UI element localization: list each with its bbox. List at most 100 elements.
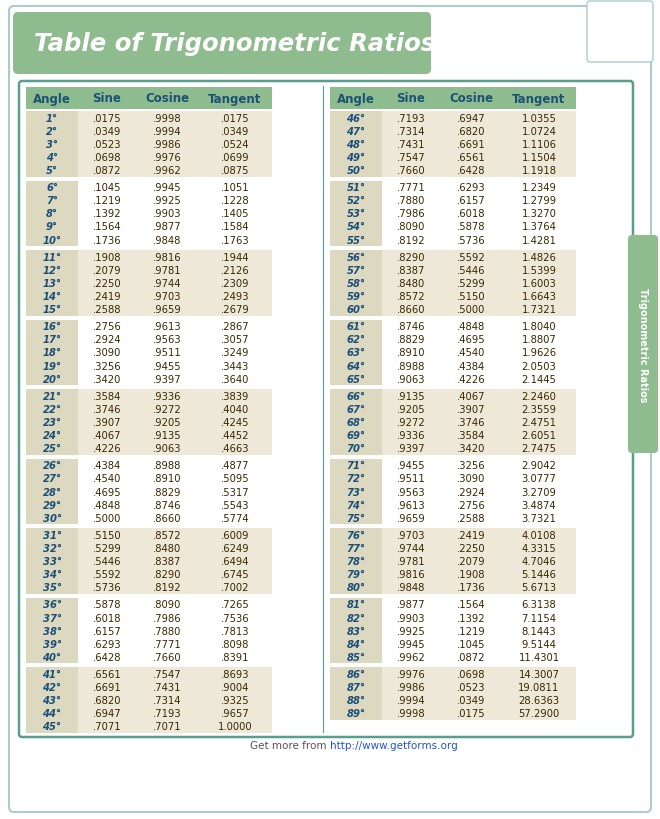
Text: .7071: .7071: [152, 722, 182, 731]
Text: .6293: .6293: [92, 639, 121, 649]
Text: 14.3007: 14.3007: [519, 669, 560, 679]
Text: .7771: .7771: [152, 639, 182, 649]
Bar: [330, 251, 576, 264]
Text: .2250: .2250: [92, 278, 121, 288]
Bar: [26, 720, 78, 733]
Text: .7986: .7986: [397, 209, 425, 219]
Text: .8192: .8192: [152, 582, 182, 593]
Text: .2309: .2309: [220, 278, 249, 288]
Bar: [26, 473, 78, 486]
Text: .9272: .9272: [397, 418, 426, 428]
Text: .7314: .7314: [152, 695, 182, 705]
Bar: [330, 568, 382, 581]
Text: .6293: .6293: [457, 183, 485, 193]
Text: .9877: .9877: [397, 600, 425, 609]
Text: .9703: .9703: [152, 292, 182, 301]
Bar: [330, 542, 576, 555]
Bar: [330, 667, 382, 681]
Text: 18°: 18°: [42, 348, 61, 358]
Text: .5299: .5299: [457, 278, 485, 288]
Text: .4540: .4540: [457, 348, 485, 358]
Text: .9455: .9455: [152, 361, 182, 371]
Text: Sine: Sine: [397, 93, 426, 106]
Text: 20°: 20°: [42, 374, 61, 384]
Bar: [330, 277, 382, 290]
Text: .7660: .7660: [397, 165, 425, 176]
Bar: [26, 403, 272, 416]
Text: .9336: .9336: [152, 391, 182, 401]
Text: .0349: .0349: [457, 695, 485, 705]
Text: .2250: .2250: [457, 543, 485, 554]
Text: 73°: 73°: [346, 487, 366, 497]
Text: .9903: .9903: [152, 209, 182, 219]
Text: .8829: .8829: [152, 487, 182, 497]
Text: .5000: .5000: [457, 305, 485, 314]
Text: .1045: .1045: [93, 183, 121, 193]
Text: .2756: .2756: [92, 322, 121, 332]
Text: .3420: .3420: [457, 444, 485, 454]
Text: .8290: .8290: [152, 569, 182, 580]
Bar: [330, 429, 382, 442]
Text: .7986: .7986: [152, 613, 182, 622]
Text: .2079: .2079: [457, 556, 485, 567]
Text: .5878: .5878: [457, 222, 485, 232]
Bar: [330, 499, 382, 512]
Bar: [330, 264, 576, 277]
Text: .4848: .4848: [457, 322, 485, 332]
Text: .4663: .4663: [220, 444, 249, 454]
Bar: [26, 181, 272, 194]
Text: 1.7321: 1.7321: [521, 305, 556, 314]
Text: .9272: .9272: [152, 405, 182, 414]
Bar: [330, 512, 382, 525]
Text: .1944: .1944: [220, 252, 249, 262]
Text: Tangent: Tangent: [512, 93, 566, 106]
Bar: [26, 320, 78, 333]
Bar: [330, 138, 382, 152]
Bar: [26, 459, 78, 473]
Bar: [26, 220, 78, 233]
Text: 76°: 76°: [346, 530, 366, 541]
Text: 36°: 36°: [42, 600, 61, 609]
Bar: [330, 333, 382, 346]
Bar: [26, 581, 78, 594]
Text: 83°: 83°: [346, 626, 366, 636]
Bar: [26, 667, 78, 681]
Bar: [26, 264, 78, 277]
Text: .5774: .5774: [220, 514, 249, 523]
Text: .5000: .5000: [93, 514, 121, 523]
Text: .4848: .4848: [93, 500, 121, 510]
Text: .6249: .6249: [220, 543, 249, 554]
Text: .8090: .8090: [397, 222, 425, 232]
Text: .7314: .7314: [397, 126, 425, 137]
Text: 71°: 71°: [346, 461, 366, 471]
Text: .5150: .5150: [457, 292, 485, 301]
Bar: [26, 112, 78, 125]
Text: .9994: .9994: [397, 695, 425, 705]
Text: .7002: .7002: [220, 582, 249, 593]
Bar: [26, 403, 78, 416]
Text: 74°: 74°: [346, 500, 366, 510]
Text: 24°: 24°: [42, 431, 61, 441]
Text: 61°: 61°: [346, 322, 366, 332]
Text: .9925: .9925: [397, 626, 426, 636]
Bar: [330, 233, 576, 247]
Text: .3907: .3907: [93, 418, 121, 428]
Text: 51°: 51°: [346, 183, 366, 193]
Text: .2419: .2419: [457, 530, 485, 541]
Text: .1908: .1908: [457, 569, 485, 580]
Bar: [330, 125, 382, 138]
Text: 46°: 46°: [346, 113, 366, 124]
Bar: [26, 290, 78, 303]
Text: 87°: 87°: [346, 682, 366, 692]
Text: Trigonometric Ratios: Trigonometric Ratios: [638, 287, 648, 402]
Text: .8572: .8572: [152, 530, 182, 541]
Bar: [26, 303, 78, 316]
Text: 11.4301: 11.4301: [519, 652, 560, 662]
Text: 4°: 4°: [46, 152, 58, 163]
Text: .9659: .9659: [397, 514, 426, 523]
Text: .0523: .0523: [457, 682, 485, 692]
Text: 72°: 72°: [346, 474, 366, 484]
Text: .1564: .1564: [457, 600, 485, 609]
Text: .5736: .5736: [457, 235, 485, 245]
Text: .2756: .2756: [457, 500, 485, 510]
